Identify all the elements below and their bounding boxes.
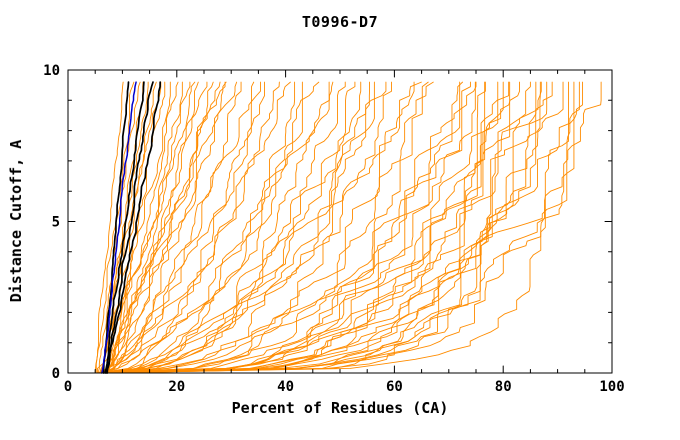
y-axis-label: Distance Cutoff, A bbox=[7, 139, 25, 303]
x-axis-label: Percent of Residues (CA) bbox=[231, 399, 449, 417]
chart-title: T0996-D7 bbox=[301, 13, 379, 31]
